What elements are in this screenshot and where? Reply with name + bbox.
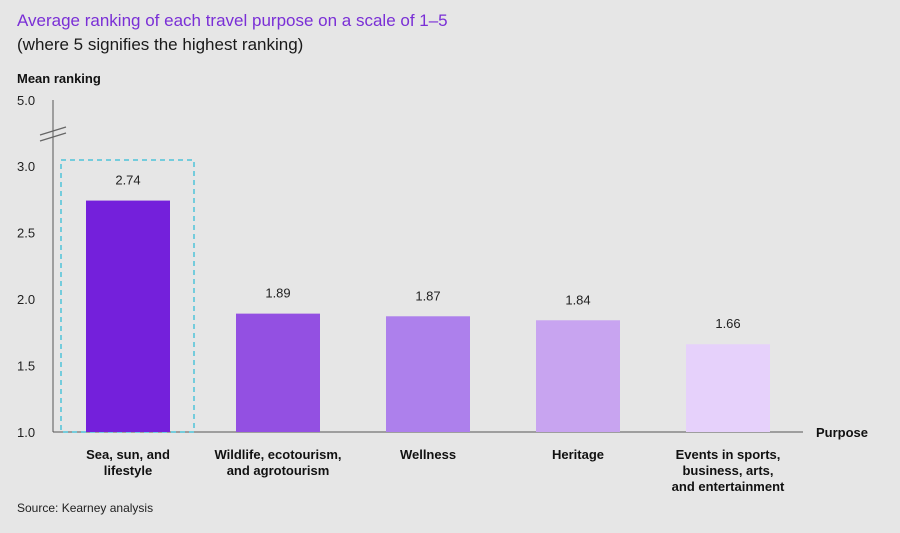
data-label: 1.87 bbox=[415, 288, 440, 303]
bar bbox=[386, 316, 470, 432]
x-tick-label: Wildlife, ecotourism, bbox=[214, 447, 341, 462]
x-tick-label: Heritage bbox=[552, 447, 604, 462]
x-tick-label: Wellness bbox=[400, 447, 456, 462]
bar bbox=[86, 200, 170, 432]
x-axis-label: Purpose bbox=[816, 425, 868, 440]
y-tick-label: 1.0 bbox=[17, 425, 35, 440]
x-tick-label: Sea, sun, and bbox=[86, 447, 170, 462]
data-label: 2.74 bbox=[115, 173, 140, 188]
bar bbox=[686, 344, 770, 432]
x-tick-label: lifestyle bbox=[104, 463, 152, 478]
bar bbox=[536, 320, 620, 432]
y-axis-label: Mean ranking bbox=[17, 71, 101, 86]
x-tick-label: Events in sports, bbox=[676, 447, 781, 462]
y-tick-label: 3.0 bbox=[17, 159, 35, 174]
y-tick-label: 2.5 bbox=[17, 226, 35, 241]
x-tick-label: business, arts, bbox=[682, 463, 773, 478]
axis-break bbox=[39, 126, 67, 142]
bar bbox=[236, 313, 320, 432]
source-note: Source: Kearney analysis bbox=[17, 501, 154, 515]
chart-title: Average ranking of each travel purpose o… bbox=[17, 11, 448, 30]
y-tick-label: 1.5 bbox=[17, 359, 35, 374]
y-tick-label: 5.0 bbox=[17, 93, 35, 108]
chart-subtitle: (where 5 signifies the highest ranking) bbox=[17, 35, 304, 54]
y-tick-label: 2.0 bbox=[17, 292, 35, 307]
x-tick-label: and agrotourism bbox=[227, 463, 330, 478]
data-label: 1.66 bbox=[715, 316, 740, 331]
x-tick-label: and entertainment bbox=[672, 479, 785, 494]
data-label: 1.89 bbox=[265, 286, 290, 301]
data-label: 1.84 bbox=[565, 292, 590, 307]
